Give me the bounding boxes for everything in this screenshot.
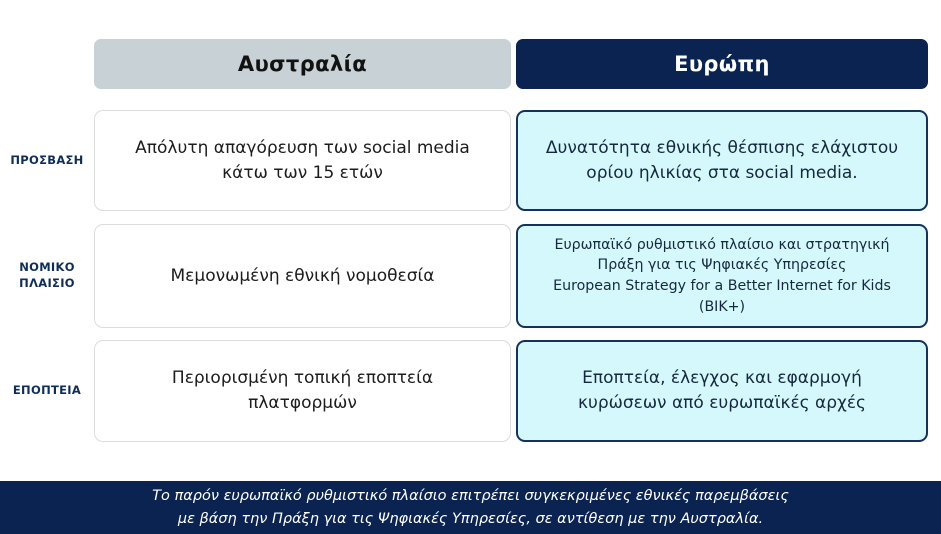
cell-europe-legal-framework: Ευρωπαϊκό ρυθμιστικό πλαίσιο και στρατηγ… (516, 224, 928, 328)
cell-australia-access: Απόλυτη απαγόρευση των social media κάτω… (94, 110, 511, 211)
cell-europe-access: Δυνατότητα εθνικής θέσπισης ελάχιστου ορ… (516, 110, 928, 211)
column-header-australia: Αυστραλία (94, 39, 511, 89)
cell-australia-legal-framework: Μεμονωμένη εθνική νομοθεσία (94, 224, 511, 328)
table-row-legal-framework: ΝΟΜΙΚΟ ΠΛΑΙΣΙΟ Μεμονωμένη εθνική νομοθεσ… (0, 224, 941, 328)
row-label-access: ΠΡΟΣΒΑΣΗ (10, 152, 84, 167)
column-header-europe: Ευρώπη (516, 39, 928, 89)
table-row-supervision: ΕΠΟΠΤΕΙΑ Περιορισμένη τοπική εποπτεία πλ… (0, 340, 941, 442)
column-headers: Αυστραλία Ευρώπη (0, 39, 941, 89)
cell-europe-supervision: Εποπτεία, έλεγχος και εφαρμογή κυρώσεων … (516, 340, 928, 442)
table-row-access: ΠΡΟΣΒΑΣΗ Απόλυτη απαγόρευση των social m… (0, 110, 941, 211)
cell-australia-supervision: Περιορισμένη τοπική εποπτεία πλατφορμών (94, 340, 511, 442)
row-label-legal-framework: ΝΟΜΙΚΟ ΠΛΑΙΣΙΟ (19, 260, 75, 290)
footer-banner: Το παρόν ευρωπαϊκό ρυθμιστικό πλαίσιο επ… (0, 481, 941, 534)
row-label-supervision: ΕΠΟΠΤΕΙΑ (12, 383, 82, 398)
